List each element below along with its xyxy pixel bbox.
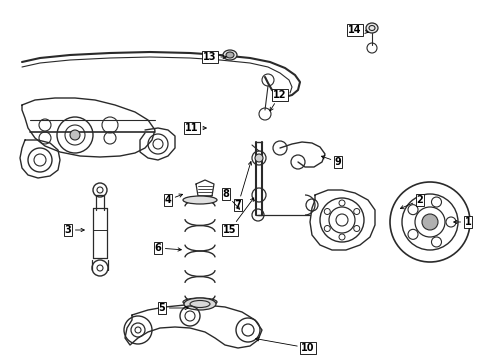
Text: 12: 12: [270, 90, 287, 111]
Ellipse shape: [226, 52, 234, 58]
Circle shape: [422, 214, 438, 230]
Text: 1: 1: [454, 217, 471, 227]
Circle shape: [255, 154, 263, 162]
Text: 10: 10: [256, 338, 315, 353]
Text: 3: 3: [65, 225, 84, 235]
Ellipse shape: [223, 50, 237, 60]
Text: 2: 2: [400, 195, 423, 209]
Ellipse shape: [184, 298, 216, 310]
Text: 5: 5: [159, 303, 188, 313]
Text: 14: 14: [348, 25, 368, 35]
Ellipse shape: [183, 298, 217, 306]
Text: 15: 15: [223, 198, 254, 235]
Ellipse shape: [183, 196, 217, 204]
Text: 11: 11: [185, 123, 206, 133]
Text: 4: 4: [165, 194, 183, 205]
Text: 9: 9: [321, 156, 342, 167]
Text: 13: 13: [203, 52, 226, 62]
Ellipse shape: [366, 23, 378, 33]
Text: 6: 6: [155, 243, 181, 253]
Circle shape: [70, 130, 80, 140]
Text: 7: 7: [235, 162, 251, 210]
Text: 8: 8: [222, 189, 240, 209]
